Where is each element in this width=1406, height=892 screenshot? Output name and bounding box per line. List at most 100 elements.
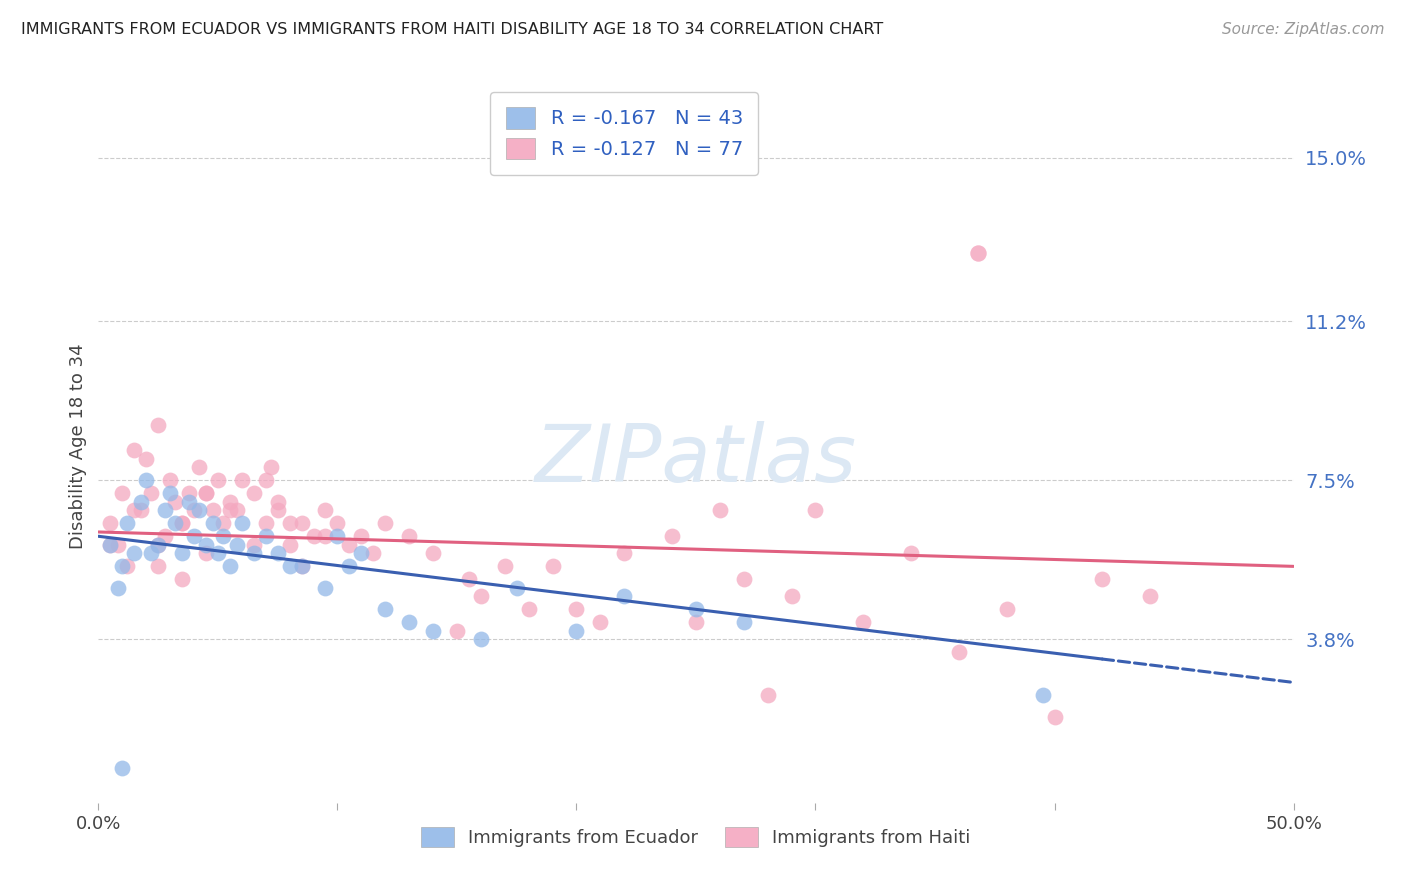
Point (1091, 572, 1114, 586)
Point (187, 460, 209, 475)
Point (202, 503, 225, 517)
Point (179, 495, 201, 509)
Point (852, 615, 875, 630)
Point (98, 538, 122, 552)
Point (148, 417, 170, 432)
Point (967, 245, 990, 260)
Point (183, 503, 205, 517)
Point (155, 529, 177, 543)
Point (278, 559, 301, 574)
Point (148, 538, 170, 552)
Point (422, 624, 444, 638)
Point (254, 529, 277, 543)
Point (494, 559, 516, 574)
Point (135, 451, 157, 466)
Point (163, 495, 186, 509)
Point (124, 503, 146, 517)
Point (195, 486, 218, 500)
Point (195, 546, 218, 560)
Point (613, 546, 636, 560)
Point (422, 546, 444, 560)
Point (254, 474, 277, 488)
Point (565, 624, 588, 638)
Point (243, 546, 266, 560)
Point (350, 546, 373, 560)
Point (291, 516, 314, 531)
Point (243, 486, 266, 500)
Point (278, 538, 301, 552)
Point (398, 529, 420, 543)
Point (1043, 710, 1066, 724)
Point (98, 516, 122, 531)
Point (131, 495, 153, 509)
Point (278, 516, 301, 531)
Point (195, 486, 218, 500)
Point (211, 516, 233, 531)
Point (709, 503, 731, 517)
Point (124, 443, 146, 458)
Point (219, 503, 242, 517)
Point (995, 602, 1018, 616)
Point (780, 590, 803, 604)
Point (226, 503, 249, 517)
Point (219, 559, 242, 574)
Point (374, 602, 396, 616)
Point (172, 572, 194, 586)
Point (179, 486, 201, 500)
Point (565, 602, 588, 616)
Point (211, 529, 233, 543)
Point (291, 559, 314, 574)
Text: IMMIGRANTS FROM ECUADOR VS IMMIGRANTS FROM HAITI DISABILITY AGE 18 TO 34 CORRELA: IMMIGRANTS FROM ECUADOR VS IMMIGRANTS FR… (21, 22, 883, 37)
Legend: Immigrants from Ecuador, Immigrants from Haiti: Immigrants from Ecuador, Immigrants from… (415, 820, 977, 855)
Point (398, 615, 420, 630)
Point (183, 529, 205, 543)
Point (315, 503, 337, 517)
Point (506, 581, 529, 595)
Point (124, 546, 146, 560)
Point (139, 486, 162, 500)
Point (517, 602, 540, 616)
Point (155, 503, 177, 517)
Point (291, 559, 314, 574)
Point (107, 538, 129, 552)
Point (267, 495, 290, 509)
Text: Source: ZipAtlas.com: Source: ZipAtlas.com (1222, 22, 1385, 37)
Point (139, 546, 162, 560)
Point (374, 516, 396, 531)
Point (756, 689, 779, 703)
Point (733, 615, 755, 630)
Point (172, 516, 194, 531)
Point (207, 474, 229, 488)
Point (948, 645, 970, 659)
Point (339, 559, 361, 574)
Text: ZIPatlas: ZIPatlas (534, 421, 858, 500)
Point (159, 486, 181, 500)
Point (267, 503, 290, 517)
Point (458, 572, 481, 586)
Point (148, 538, 170, 552)
Point (613, 590, 636, 604)
Y-axis label: Disability Age 18 to 34: Disability Age 18 to 34 (69, 343, 87, 549)
Point (685, 602, 707, 616)
Point (111, 761, 134, 775)
Point (470, 590, 492, 604)
Point (363, 546, 385, 560)
Point (226, 538, 249, 552)
Point (231, 516, 253, 531)
Point (172, 546, 194, 560)
Point (243, 538, 266, 552)
Point (446, 624, 468, 638)
Point (661, 529, 683, 543)
Point (254, 516, 277, 531)
Point (135, 474, 157, 488)
Point (219, 495, 242, 509)
Point (115, 516, 138, 531)
Point (195, 538, 218, 552)
Point (326, 516, 349, 531)
Point (900, 546, 922, 560)
Point (148, 559, 170, 574)
Point (315, 581, 337, 595)
Point (202, 516, 225, 531)
Point (339, 538, 361, 552)
Point (267, 546, 290, 560)
